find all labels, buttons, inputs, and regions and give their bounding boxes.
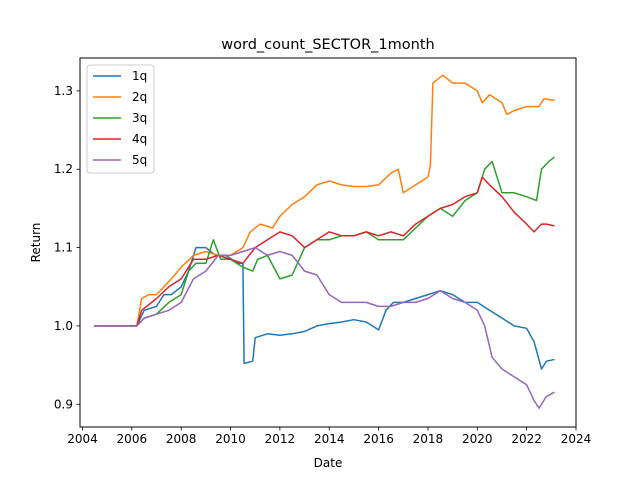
legend-label-2q: 2q — [132, 90, 147, 104]
x-tick-label: 2014 — [314, 432, 345, 446]
chart-title: word_count_SECTOR_1month — [221, 37, 434, 53]
x-tick-label: 2020 — [462, 432, 493, 446]
x-tick-label: 2004 — [67, 432, 98, 446]
y-axis-ticks: 0.9 1.0 1.1 1.2 1.3 — [54, 84, 80, 411]
y-tick-label: 1.1 — [54, 241, 73, 255]
x-tick-label: 2016 — [363, 432, 394, 446]
y-tick-label: 0.9 — [54, 397, 73, 411]
y-tick-label: 1.2 — [54, 162, 73, 176]
x-tick-label: 2018 — [413, 432, 444, 446]
legend-box — [86, 64, 155, 174]
y-tick-label: 1.0 — [54, 319, 73, 333]
x-tick-label: 2022 — [511, 432, 542, 446]
legend-label-4q: 4q — [132, 132, 147, 146]
series-layer — [94, 74, 555, 409]
x-tick-label: 2024 — [561, 432, 592, 446]
legend: 1q 2q 3q 4q 5q — [86, 64, 155, 174]
series-line-4q — [94, 176, 555, 327]
x-tick-label: 2012 — [265, 432, 296, 446]
y-tick-label: 1.3 — [54, 84, 73, 98]
legend-items: 1q 2q 3q 4q 5q — [93, 69, 147, 167]
legend-label-3q: 3q — [132, 111, 147, 125]
series-line-2q — [94, 74, 555, 327]
x-tick-label: 2010 — [215, 432, 246, 446]
axes-frame — [79, 57, 577, 428]
plot-area — [94, 74, 555, 409]
legend-label-1q: 1q — [132, 69, 147, 83]
series-line-1q — [94, 246, 555, 370]
y-axis-label: Return — [29, 223, 43, 263]
series-line-3q — [94, 156, 555, 327]
series-line-5q — [94, 246, 555, 409]
x-tick-label: 2006 — [117, 432, 148, 446]
x-axis-label: Date — [314, 456, 343, 470]
legend-label-5q: 5q — [132, 153, 147, 167]
x-axis-ticks: 2004 2006 2008 2010 2012 2014 2016 2018 2020 2022… — [67, 427, 591, 446]
x-tick-label: 2008 — [166, 432, 197, 446]
